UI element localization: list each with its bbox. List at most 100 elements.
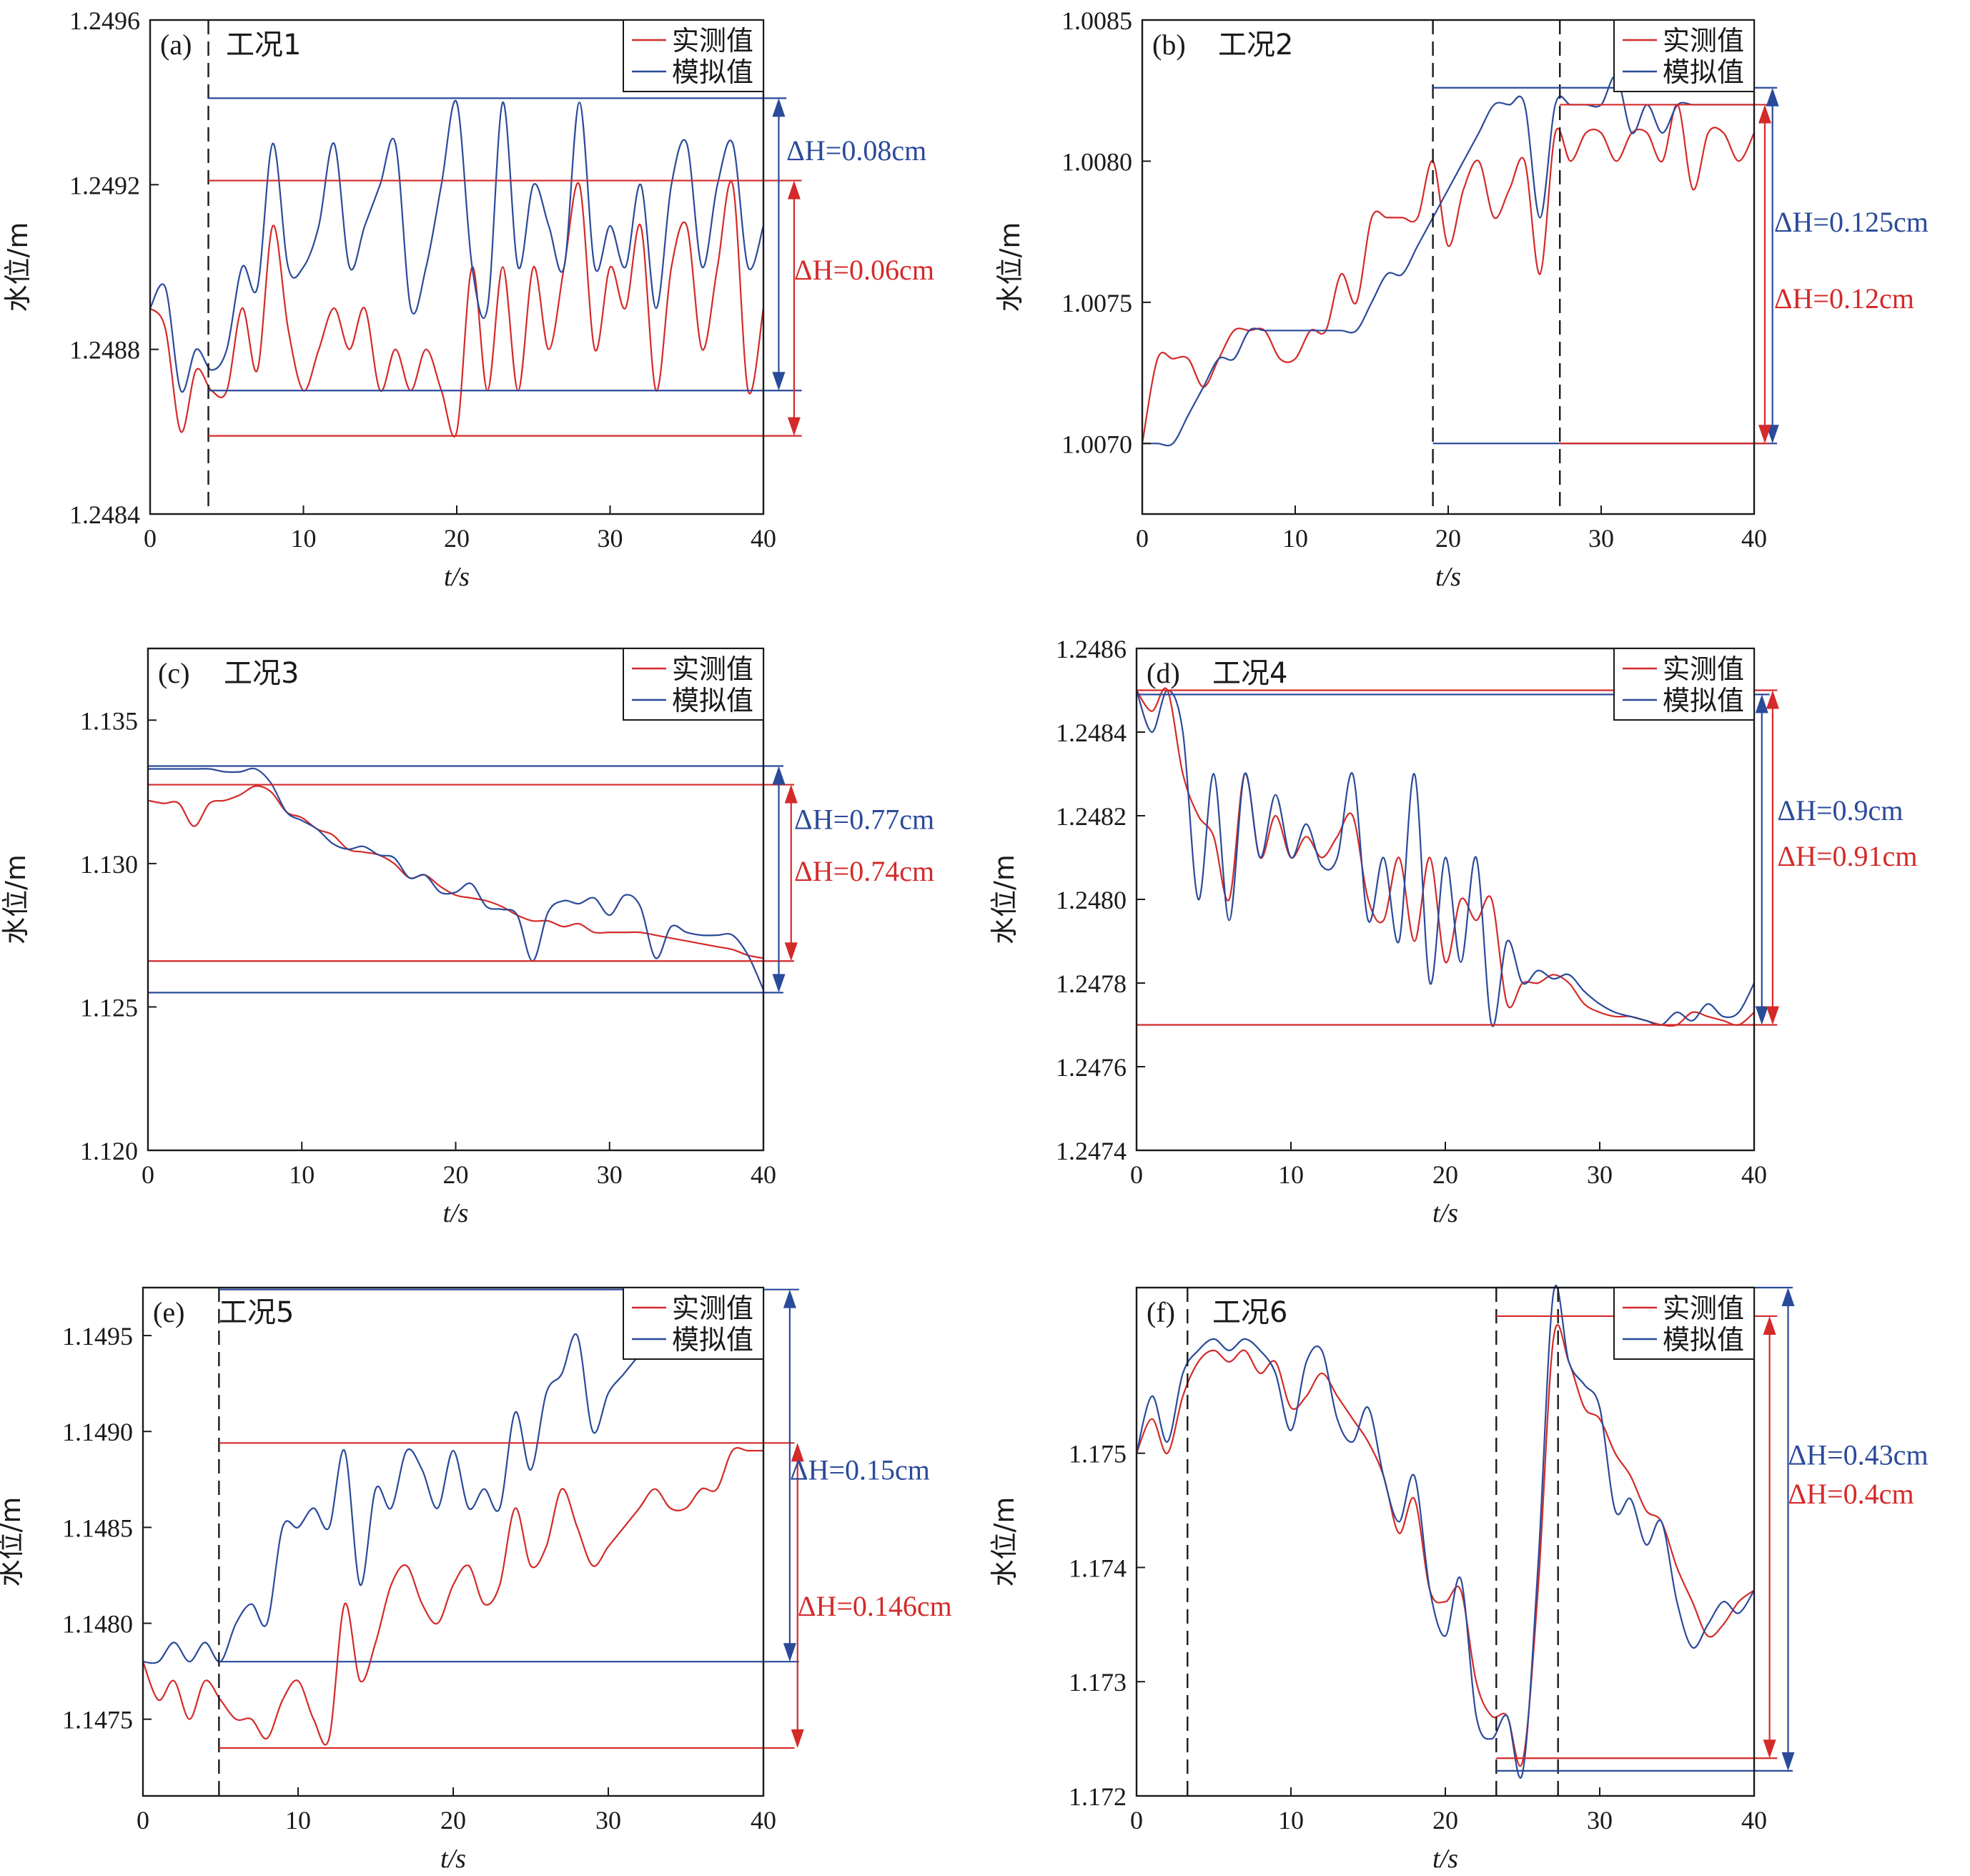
y-tick-label: 1.173 [1069, 1668, 1127, 1697]
panel-e: 0 10 20 30 40 1.1475 1.1480 1.1485 1.1490 1.1495 t… [0, 1286, 952, 1874]
panel-d: 0 10 20 30 40 1.2474 1.2476 1.2478 1.2480 1.2482 1… [989, 635, 1917, 1228]
x-tick-label: 40 [751, 1806, 776, 1835]
plot-frame [147, 647, 765, 1152]
x-tick-label: 40 [751, 1160, 776, 1189]
series-line-simulated [1135, 689, 1755, 1027]
x-tick-label: 0 [142, 1160, 154, 1189]
delta-h-annotation-measured: ΔH=0.4cm [1788, 1478, 1914, 1510]
legend-label-measured: 实测值 [672, 1293, 753, 1324]
y-tick-label: 1.2484 [1056, 719, 1127, 747]
arrow-head-down [772, 372, 786, 391]
panel-f: 0 10 20 30 40 1.172 1.173 1.174 1.175 t/s 水位/m (f) 工… [989, 1285, 1929, 1874]
arrow-head-up [1758, 104, 1771, 124]
series-line-measured [147, 785, 764, 959]
y-tick-label: 1.2474 [1056, 1137, 1127, 1165]
panel-title: 工况1 [226, 29, 301, 61]
y-tick-label: 1.2476 [1056, 1053, 1127, 1082]
arrow-head-up [1766, 87, 1779, 107]
x-axis-label: t/s [1432, 1844, 1458, 1874]
x-tick-label: 0 [1130, 1806, 1143, 1835]
y-tick-label: 1.120 [80, 1137, 138, 1165]
panel-title: 工况4 [1212, 657, 1287, 690]
y-tick-label: 1.2496 [69, 6, 140, 35]
x-tick-label: 10 [1278, 1160, 1304, 1189]
arrow-head-up [1763, 1315, 1776, 1335]
legend-label-simulated: 模拟值 [672, 685, 753, 716]
legend-label-measured: 实测值 [672, 653, 753, 685]
x-tick-label: 0 [1136, 524, 1149, 553]
panel-label: (a) [160, 29, 192, 61]
series-line-simulated [148, 767, 765, 990]
legend-box [623, 648, 764, 721]
x-axis-label: t/s [444, 562, 470, 592]
x-tick-label: 40 [1741, 1806, 1767, 1835]
y-axis-label: 水位/m [0, 854, 31, 944]
y-tick-label: 1.172 [1069, 1782, 1127, 1811]
arrow-head-down [1755, 1006, 1768, 1025]
y-tick-label: 1.175 [1069, 1440, 1127, 1468]
legend-box [623, 1287, 764, 1360]
legend-label-simulated: 模拟值 [1663, 685, 1744, 716]
panel-title: 工况2 [1218, 29, 1293, 61]
y-tick-label: 1.1490 [62, 1418, 133, 1446]
legend-box [1613, 1287, 1755, 1360]
arrow-head-up [1766, 690, 1779, 709]
delta-h-annotation-simulated: ΔH=0.9cm [1777, 794, 1903, 826]
panel-label: (b) [1152, 29, 1186, 61]
y-tick-label: 1.174 [1069, 1554, 1127, 1582]
y-axis-label: 水位/m [989, 854, 1020, 944]
plot-frame [1135, 1286, 1756, 1797]
x-tick-label: 30 [597, 1160, 623, 1189]
legend-label-measured: 实测值 [1663, 653, 1744, 685]
y-tick-label: 1.0085 [1061, 6, 1132, 35]
x-tick-label: 40 [1741, 1160, 1767, 1189]
legend-label-simulated: 模拟值 [1663, 1324, 1744, 1356]
legend-label-measured: 实测值 [1663, 1293, 1744, 1324]
arrow-head-down [772, 974, 786, 993]
arrow-head-down [1763, 1739, 1776, 1759]
y-tick-label: 1.0075 [1061, 289, 1132, 317]
legend-box [623, 19, 764, 92]
delta-h-annotation-simulated: ΔH=0.15cm [790, 1453, 930, 1486]
delta-h-annotation-simulated: ΔH=0.08cm [786, 134, 926, 167]
x-tick-label: 30 [1587, 1160, 1613, 1189]
arrow-head-down [1766, 1006, 1779, 1025]
y-tick-label: 1.0080 [1061, 147, 1132, 176]
x-tick-label: 30 [595, 1806, 621, 1835]
x-tick-label: 10 [1282, 524, 1308, 553]
arrow-head-down [784, 942, 798, 962]
arrow-head-up [784, 784, 798, 804]
y-tick-label: 1.2484 [69, 500, 140, 529]
x-axis-label: t/s [1432, 1198, 1458, 1228]
arrow-head-up [791, 1443, 804, 1462]
y-tick-label: 1.130 [80, 850, 138, 879]
x-tick-label: 10 [291, 524, 317, 553]
legend-label-measured: 实测值 [672, 25, 753, 56]
y-tick-label: 1.2492 [69, 171, 140, 199]
arrow-head-down [791, 1729, 804, 1748]
legend-label-simulated: 模拟值 [672, 1324, 753, 1356]
panel-label: (d) [1147, 657, 1180, 689]
y-axis-label: 水位/m [994, 222, 1026, 312]
x-tick-label: 0 [144, 524, 157, 553]
x-tick-label: 20 [1435, 524, 1461, 553]
legend-label-measured: 实测值 [1663, 25, 1744, 56]
delta-h-annotation-measured: ΔH=0.06cm [794, 254, 934, 286]
delta-h-annotation-measured: ΔH=0.91cm [1777, 840, 1917, 872]
series-line-simulated [149, 99, 765, 393]
arrow-head-up [787, 180, 801, 199]
y-tick-label: 1.2478 [1056, 969, 1127, 998]
arrow-head-up [772, 98, 786, 117]
arrow-head-down [1781, 1752, 1795, 1771]
series-line-simulated [1135, 1285, 1755, 1779]
x-axis-label: t/s [1435, 562, 1461, 592]
x-tick-label: 30 [598, 524, 623, 553]
delta-h-annotation-simulated: ΔH=0.125cm [1774, 206, 1929, 238]
series-line-simulated [1142, 75, 1754, 447]
y-axis-label: 水位/m [989, 1497, 1020, 1587]
arrow-head-up [772, 766, 786, 785]
y-tick-label: 1.2482 [1056, 802, 1127, 831]
x-tick-label: 20 [444, 524, 470, 553]
legend-box [1613, 19, 1755, 92]
